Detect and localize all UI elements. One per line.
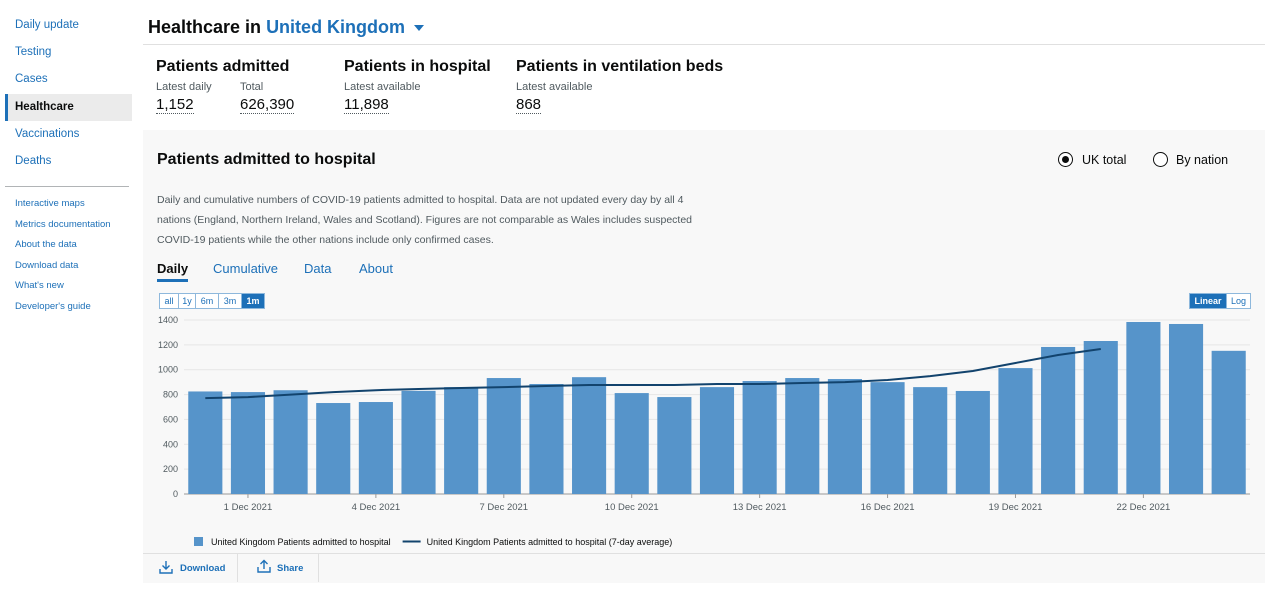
nav-link[interactable]: Developer's guide (15, 301, 91, 312)
nav-divider (5, 186, 129, 187)
radio-dot (1062, 156, 1069, 163)
tab[interactable]: About (359, 261, 393, 276)
bar (742, 381, 777, 494)
summary-value: 11,898 (344, 96, 389, 114)
y-tick-label: 1400 (158, 315, 178, 325)
x-tick-label: 7 Dec 2021 (480, 502, 529, 513)
nav-link[interactable]: Testing (15, 46, 52, 58)
action[interactable]: Share (277, 563, 304, 574)
summary-title: Patients admitted (156, 58, 290, 75)
range-button[interactable]: 1m (241, 293, 265, 309)
nav-link[interactable]: What's new (15, 280, 64, 291)
nav-link[interactable]: Healthcare (15, 101, 74, 113)
nav-link[interactable]: Vaccinations (15, 128, 80, 140)
nav-link[interactable]: Download data (15, 260, 79, 271)
divider (318, 554, 319, 582)
bar (1168, 323, 1204, 494)
bar (358, 402, 393, 494)
summary-label: Latest available (516, 81, 593, 93)
bar (657, 397, 692, 494)
summary-value: 1,152 (156, 96, 194, 114)
nav-link[interactable]: Daily update (15, 19, 79, 31)
legend-label: United Kingdom Patients admitted to hosp… (211, 537, 391, 547)
location-select[interactable]: United Kingdom (266, 17, 425, 37)
action-bar (143, 553, 1265, 583)
summary-value: 868 (516, 96, 542, 114)
bar (614, 393, 649, 494)
bar (1083, 341, 1118, 494)
nav-link[interactable]: About the data (15, 239, 77, 250)
x-tick-label: 13 Dec 2021 (733, 502, 787, 513)
y-tick-label: 600 (163, 414, 178, 424)
bar (1211, 350, 1246, 494)
divider (237, 554, 238, 582)
legend-label: United Kingdom Patients admitted to hosp… (427, 537, 673, 547)
download-icon[interactable] (159, 560, 173, 574)
line (205, 348, 1101, 400)
card-title: Patients admitted to hospital (157, 151, 376, 168)
divider (143, 44, 1265, 45)
bar (401, 390, 436, 494)
x-tick-label: 10 Dec 2021 (605, 502, 659, 513)
bar (230, 392, 266, 494)
bar (870, 382, 905, 494)
radio-label[interactable]: UK total (1082, 153, 1127, 167)
tab[interactable]: Cumulative (213, 261, 279, 276)
bar (572, 377, 607, 494)
page-title: Healthcare in United Kingdom (148, 17, 425, 38)
location[interactable]: United Kingdom (266, 17, 406, 37)
x-tick-label: 16 Dec 2021 (861, 502, 915, 513)
nav-link[interactable]: Metrics documentation (15, 219, 111, 230)
bar (1126, 321, 1161, 494)
nav-active-bg (5, 94, 132, 121)
tab[interactable]: Daily (157, 261, 189, 282)
legend-swatch (194, 537, 203, 546)
bar (827, 379, 862, 494)
bar (273, 390, 308, 494)
y-tick-label: 800 (163, 390, 178, 400)
bar (998, 368, 1033, 494)
x-tick-label: 22 Dec 2021 (1116, 502, 1170, 513)
summary-label: Latest daily (156, 81, 212, 93)
card-description: Daily and cumulative numbers of COVID-19… (157, 194, 693, 246)
radio[interactable] (1153, 152, 1168, 167)
bar (1041, 346, 1076, 494)
summary-title: Patients in hospital (344, 58, 491, 75)
title: Healthcare in (148, 17, 262, 37)
bar (188, 391, 223, 494)
x-tick-label: 1 Dec 2021 (224, 502, 273, 513)
bar (785, 378, 820, 494)
radio-label[interactable]: By nation (1176, 153, 1229, 167)
bar (699, 387, 735, 494)
tab[interactable]: Data (304, 261, 332, 276)
x-tick-label: 19 Dec 2021 (989, 502, 1043, 513)
summary-label: Total (240, 81, 264, 93)
radio[interactable] (1058, 152, 1073, 167)
y-tick-label: 400 (163, 439, 178, 449)
y-tick-label: 200 (163, 464, 178, 474)
dropdown-arrow[interactable] (414, 25, 425, 32)
bar (316, 403, 351, 494)
bar (529, 384, 564, 494)
bar (913, 387, 948, 494)
summary-title: Patients in ventilation beds (516, 58, 724, 75)
bar (955, 390, 990, 494)
summary-label: Latest available (344, 81, 421, 93)
nav-link[interactable]: Cases (15, 73, 48, 85)
y-tick-label: 0 (173, 489, 178, 499)
nav-link[interactable]: Interactive maps (15, 198, 85, 209)
bar (486, 378, 521, 494)
x-tick-label: 4 Dec 2021 (352, 502, 401, 513)
action[interactable]: Download (180, 563, 226, 574)
bar (444, 387, 479, 494)
summary-value: 626,390 (240, 96, 295, 114)
y-tick-label: 1200 (158, 340, 178, 350)
y-tick-label: 1000 (158, 365, 178, 375)
scale-button[interactable]: Log (1226, 293, 1251, 309)
chart-card (143, 130, 1265, 582)
nav-link[interactable]: Deaths (15, 155, 52, 167)
share-icon[interactable] (257, 559, 271, 573)
